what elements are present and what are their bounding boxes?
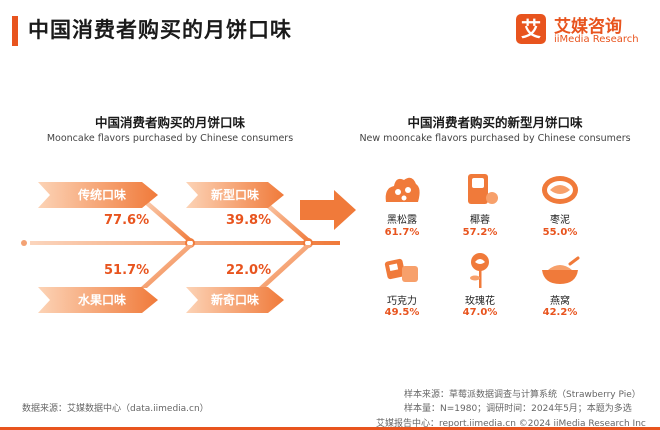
- birds-nest-icon: [542, 256, 580, 284]
- category-label-fruit: 水果口味: [77, 293, 126, 307]
- bone-upper-right: [258, 200, 312, 241]
- logo-mark: 艾: [516, 14, 546, 44]
- flavor-name-date-paste: 枣泥: [550, 215, 570, 226]
- value-label-traditional: 77.6%: [104, 213, 150, 228]
- date-paste-icon: [542, 176, 578, 204]
- flag-fruit-shape: [38, 287, 158, 313]
- bone-lower-right: [258, 245, 312, 288]
- flavor-name-rose: 玫瑰花: [465, 296, 495, 307]
- footer-sample-size: 样本量：N=1980；调研时间：2024年5月；本题为多选: [404, 404, 632, 414]
- flavor-value-truffle: 61.7%: [384, 227, 420, 238]
- footer-sample-source: 样本来源：草莓派数据调查与计算系统（Strawberry Pie）: [404, 390, 641, 400]
- right-chart-subtitle: New mooncake flavors purchased by Chines…: [359, 133, 631, 144]
- bone-lower-left: [140, 245, 194, 288]
- footer-accent-bar: [0, 427, 660, 430]
- flavor-name-coconut: 椰蓉: [470, 215, 490, 226]
- flavor-value-birds-nest: 42.2%: [542, 307, 578, 318]
- flag-traditional-shape: [38, 182, 158, 208]
- flag-novel-shape: [186, 287, 284, 313]
- flavor-name-truffle: 黑松露: [387, 215, 417, 226]
- logo-name-cn: 艾媒咨询: [554, 17, 622, 37]
- left-chart-title: 中国消费者购买的月饼口味: [94, 115, 245, 130]
- flag-new-shape: [186, 182, 284, 208]
- flavor-value-coconut: 57.2%: [462, 227, 498, 238]
- title-accent-bar: [12, 16, 18, 46]
- page-title: 中国消费者购买的月饼口味: [28, 18, 292, 42]
- value-label-novel: 22.0%: [226, 263, 272, 278]
- value-label-new: 39.8%: [226, 213, 272, 228]
- spine-start-dot: [21, 240, 27, 246]
- flavor-name-chocolate: 巧克力: [387, 296, 417, 307]
- truffle-icon: [385, 177, 420, 202]
- category-label-novel: 新奇口味: [210, 293, 259, 307]
- bone-upper-left: [140, 200, 194, 241]
- rose-icon: [470, 253, 489, 288]
- footer-report-center: 艾媒报告中心：report.iimedia.cn ©2024 iiMedia R…: [376, 419, 646, 429]
- logo: 艾 艾媒咨询 iiMedia Research: [516, 12, 646, 52]
- flavor-name-birds-nest: 燕窝: [550, 296, 570, 307]
- logo-name-en: iiMedia Research: [554, 34, 639, 45]
- category-label-traditional: 传统口味: [77, 188, 126, 202]
- right-chart-title: 中国消费者购买的新型月饼口味: [407, 115, 583, 130]
- left-chart-subtitle: Mooncake flavors purchased by Chinese co…: [46, 133, 294, 144]
- footer-data-source: 数据来源：艾媒数据中心（data.iimedia.cn）: [22, 404, 209, 414]
- coconut-icon: [468, 174, 498, 204]
- flavor-value-rose: 47.0%: [462, 307, 498, 318]
- flavor-value-chocolate: 49.5%: [384, 307, 420, 318]
- category-label-new: 新型口味: [210, 188, 259, 202]
- chocolate-icon: [384, 258, 418, 282]
- arrow-right-icon: [300, 190, 356, 230]
- value-label-fruit: 51.7%: [104, 263, 150, 278]
- flavor-value-date-paste: 55.0%: [542, 227, 578, 238]
